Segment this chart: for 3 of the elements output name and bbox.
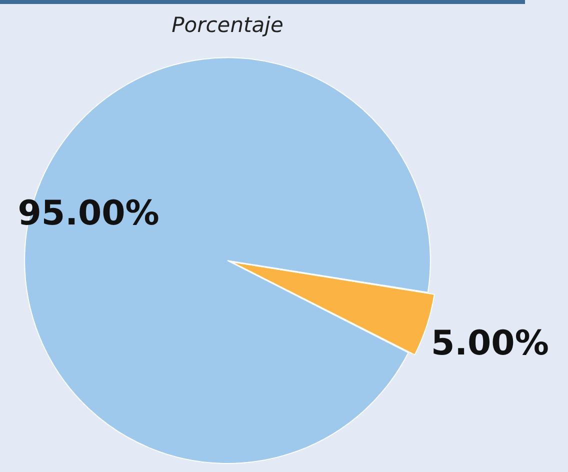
data-label: 5.00% xyxy=(430,324,549,364)
data-label: 95.00% xyxy=(18,193,160,234)
chart-title: Porcentaje xyxy=(172,13,284,38)
